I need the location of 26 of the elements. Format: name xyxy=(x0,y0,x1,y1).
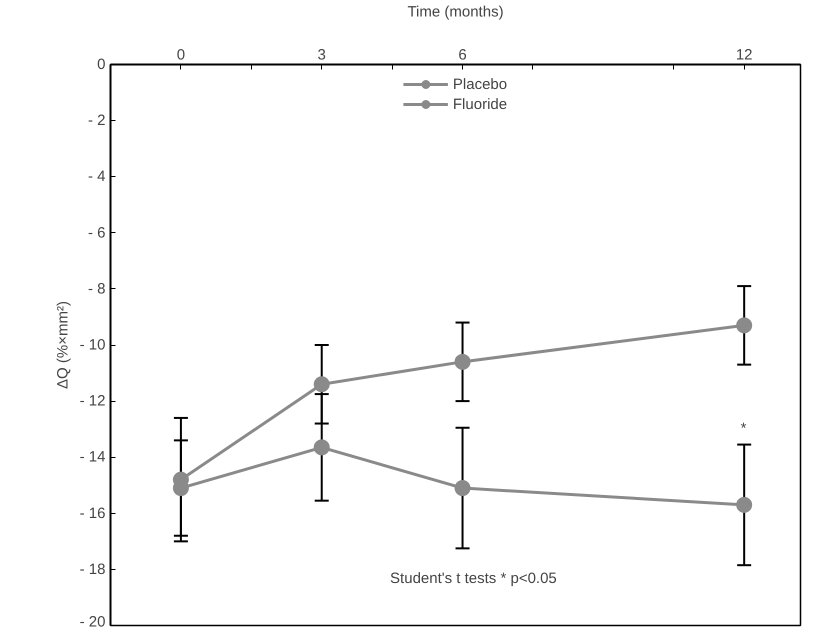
annotation: Student's t tests * p<0.05 xyxy=(390,570,557,587)
x-tick-label: 6 xyxy=(458,46,467,64)
x-axis-title: Time (months) xyxy=(407,4,504,20)
y-tick-label: - 18 xyxy=(80,560,106,578)
x-tick-label: 0 xyxy=(176,46,186,64)
x-tick-label: 3 xyxy=(318,46,326,64)
y-tick-label: - 6 xyxy=(88,224,106,242)
y-axis-title: ΔQ (%×mm²) xyxy=(54,301,72,389)
y-tick-label: - 10 xyxy=(80,336,106,354)
point xyxy=(314,439,330,456)
x-tick-label: 12 xyxy=(736,46,753,64)
point xyxy=(736,317,752,334)
y-tick-label: - 16 xyxy=(80,504,106,522)
y-tick-label: - 4 xyxy=(88,168,106,186)
annotation: * xyxy=(740,420,747,437)
y-tick-label: - 2 xyxy=(88,112,106,130)
y-tick-label: - 8 xyxy=(88,280,106,298)
point xyxy=(736,496,752,513)
y-tick-label: - 20 xyxy=(80,614,106,630)
point xyxy=(314,376,330,392)
point xyxy=(454,354,471,370)
point xyxy=(454,480,471,496)
legend-label: Fluoride xyxy=(452,96,508,112)
y-tick-label: - 12 xyxy=(80,392,106,410)
legend-label: Placebo xyxy=(452,76,508,92)
y-tick-label: - 14 xyxy=(80,448,106,466)
